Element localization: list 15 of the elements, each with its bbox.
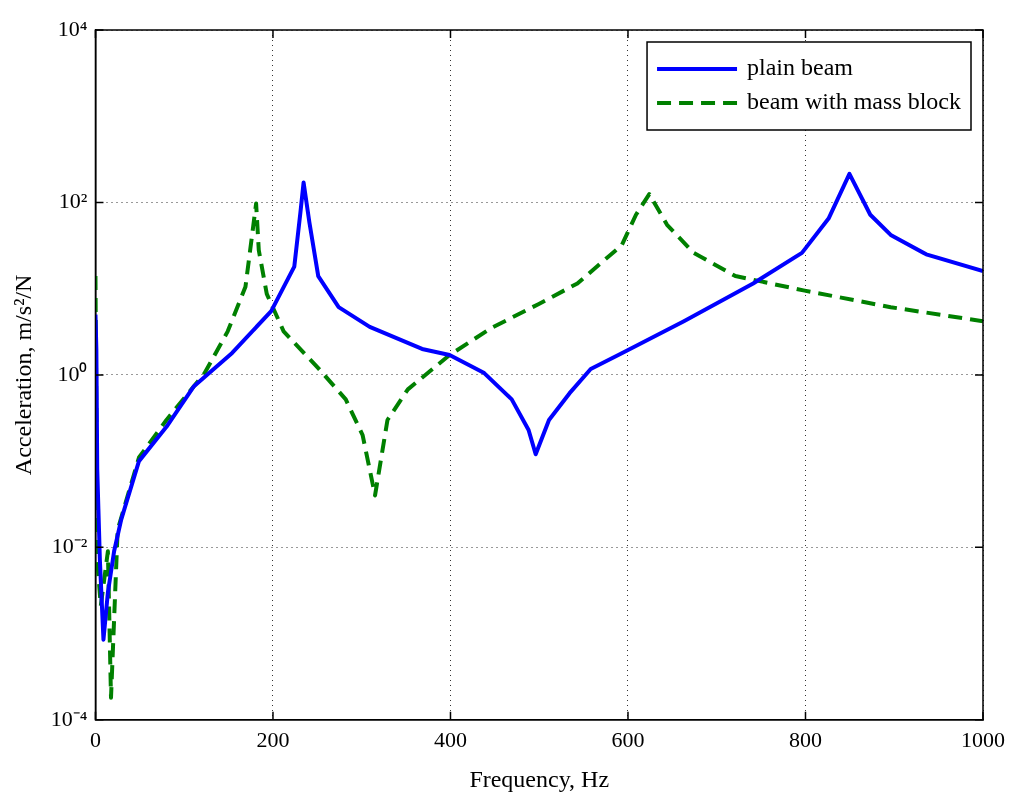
x-tick-label: 0: [89, 726, 101, 752]
x-tick-label: 600: [611, 726, 645, 752]
y-tick-label: 10⁻⁴: [50, 705, 88, 731]
x-tick-label: 200: [256, 726, 290, 752]
x-tick-label: 400: [433, 726, 467, 752]
y-tick-label: 10⁻²: [51, 533, 88, 559]
x-tick-label: 800: [788, 726, 822, 752]
y-tick-label: 10²: [58, 188, 88, 214]
x-tick-label: 1000: [961, 726, 1005, 752]
y-tick-label: 10⁰: [57, 360, 88, 386]
y-tick-label: 10⁴: [57, 15, 88, 41]
legend-label: plain beam: [747, 54, 854, 81]
legend-label: beam with mass block: [747, 88, 962, 115]
x-axis-title: Frequency, Hz: [469, 765, 610, 792]
y-axis-title: Acceleration, m/s²/N: [9, 274, 36, 476]
